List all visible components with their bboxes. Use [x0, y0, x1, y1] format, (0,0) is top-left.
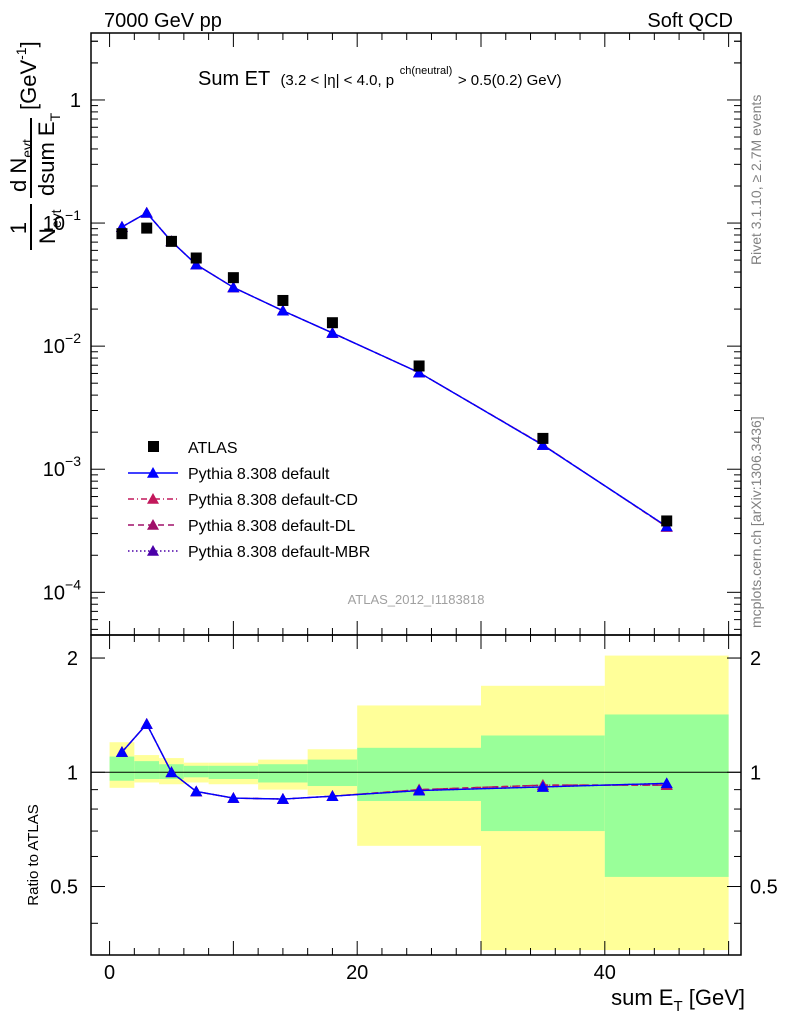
- ratio-series-point: [660, 777, 673, 789]
- ratio-y-tick-label-right: 0.5: [750, 877, 778, 899]
- main-series-point: [326, 326, 339, 338]
- plot-title-cut-b: > 0.5(0.2) GeV): [458, 72, 562, 89]
- y-axis-label-ratio: Ratio to ATLAS: [25, 804, 42, 905]
- header-left: 7000 GeV pp: [104, 10, 222, 32]
- band-inner-bin: [258, 764, 308, 783]
- legend-marker: [147, 493, 159, 504]
- ratio-series: [115, 718, 673, 804]
- header-right: Soft QCD: [647, 10, 733, 32]
- ratio-series-point: [165, 766, 178, 778]
- legend: ATLAS Pythia 8.308 default Pythia 8.308 de…: [128, 440, 370, 561]
- y-label-frac-den: Nevt: [35, 209, 64, 244]
- main-y-tick-label: 10−1: [43, 207, 81, 235]
- atlas-point: [661, 515, 673, 527]
- ratio-series-point: [115, 746, 128, 757]
- main-series-point: [227, 281, 240, 293]
- atlas-point: [227, 272, 239, 284]
- legend-marker: [147, 467, 159, 478]
- main-y-tick-label: 1: [70, 90, 81, 112]
- main-series-point: [536, 439, 549, 450]
- mcplots-label: mcplots.cern.ch [arXiv:1306.3436]: [748, 416, 764, 628]
- ratio-series-line: [121, 722, 667, 800]
- main-series-line: [121, 211, 668, 528]
- ratio-series-point: [227, 792, 240, 803]
- x-tick-label: 20: [346, 962, 368, 984]
- y-axis-label-main: 1 Nevt d Nevt dsum ET [GeV-1]: [6, 41, 64, 250]
- ratio-series-point: [140, 718, 153, 729]
- ratio-y-tick-label-right: 1: [750, 762, 761, 784]
- plot-title-cut-sup: ch(neutral): [400, 65, 453, 77]
- main-series-point: [140, 206, 153, 218]
- ratio-series-point: [413, 784, 426, 796]
- ratio-y-tick-label-left: 0.5: [50, 877, 78, 899]
- main-y-tick-label: 10−4: [43, 576, 81, 604]
- ratio-y-tick-label-left: 1: [67, 762, 78, 784]
- band-inner-bin: [307, 759, 358, 787]
- x-tick-label: 0: [104, 962, 115, 984]
- main-series-point: [276, 304, 289, 316]
- legend-label: Pythia 8.308 default: [188, 466, 330, 483]
- atlas-point: [537, 432, 549, 444]
- legend-marker-atlas: [148, 441, 159, 452]
- ratio-bands: [109, 655, 729, 951]
- plot-title-cut-a: (3.2 < |η| < 4.0, p: [280, 72, 394, 89]
- atlas-point: [413, 360, 425, 372]
- band-inner-bin: [604, 714, 729, 877]
- ratio-y-tick-label-left: 2: [67, 648, 78, 670]
- y-label-unit: [GeV-1]: [13, 41, 41, 110]
- rivet-label: Rivet 3.1.10, ≥ 2.7M events: [748, 95, 764, 265]
- legend-label: Pythia 8.308 default-DL: [188, 518, 355, 535]
- ratio-series-point: [326, 790, 339, 801]
- atlas-point: [326, 317, 338, 329]
- ratio-frame: 0.5 0.51 12 20 20 40: [50, 634, 778, 984]
- plot-title: Sum ET (3.2 < |η| < 4.0, p ch(neutral) >…: [198, 57, 562, 90]
- analysis-id: ATLAS_2012_I1183818: [348, 592, 485, 607]
- legend-label: ATLAS: [188, 440, 238, 457]
- atlas-point: [165, 235, 177, 247]
- atlas-point: [190, 252, 202, 264]
- atlas-point: [141, 222, 153, 234]
- legend-label: Pythia 8.308 default-CD: [188, 492, 358, 509]
- ratio-series-point: [536, 780, 549, 792]
- main-y-tick-label: 10−3: [43, 453, 81, 481]
- main-series-point: [190, 258, 203, 270]
- x-tick-label: 40: [594, 962, 616, 984]
- main-series: [115, 206, 673, 532]
- atlas-point: [277, 294, 289, 306]
- ratio-frame-box: [90, 634, 742, 956]
- ratio-series-point: [190, 785, 203, 797]
- legend-label: Pythia 8.308 default-MBR: [188, 544, 370, 561]
- legend-marker: [147, 545, 159, 556]
- band-inner-bin: [109, 756, 135, 781]
- atlas-point: [116, 228, 128, 240]
- main-series-point: [413, 366, 426, 378]
- band-inner-bin: [183, 765, 209, 778]
- legend-marker: [147, 519, 159, 530]
- main-frame: 1 10−1 10−2 10−3 10−4: [43, 32, 742, 636]
- x-axis-label: sum ET [GeV]: [611, 985, 745, 1015]
- ratio-series-point: [276, 793, 289, 804]
- main-y-tick-label: 10−2: [43, 330, 81, 358]
- ratio-y-tick-label-right: 2: [750, 648, 761, 670]
- band-inner-bin: [134, 761, 160, 780]
- y-label-frac-num: 1: [6, 222, 31, 234]
- plot-title-main: Sum ET: [198, 68, 270, 90]
- y-label-d-den: dsum ET: [34, 112, 63, 196]
